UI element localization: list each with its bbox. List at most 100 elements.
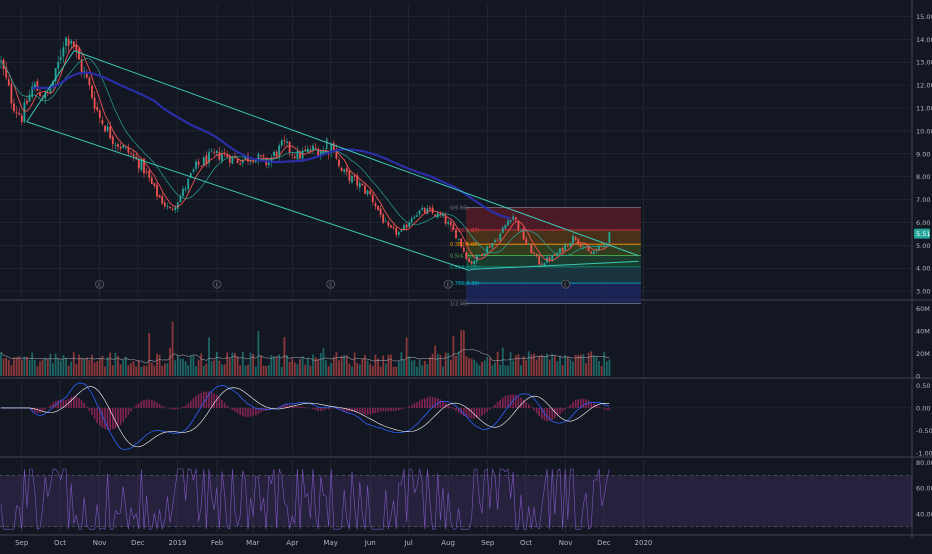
volume-bar [458, 352, 460, 376]
macd-histogram-bar [564, 408, 566, 409]
candle-body [276, 152, 278, 157]
candle-body [367, 191, 369, 195]
candle-body [380, 208, 382, 214]
candle-body [497, 241, 499, 242]
volume-y-tick-label: 40M [916, 328, 930, 336]
candle-body [369, 191, 371, 194]
macd-histogram-bar [518, 396, 520, 408]
candle-body [63, 47, 65, 56]
volume-bar [297, 364, 299, 376]
volume-bar [336, 352, 338, 376]
macd-histogram-bar [187, 403, 189, 408]
candle-body [351, 176, 353, 182]
volume-bar [195, 366, 197, 376]
macd-histogram-bar [393, 408, 395, 411]
candle-body [567, 246, 569, 247]
macd-histogram-bar [224, 403, 226, 408]
rsi-panel[interactable] [0, 469, 912, 529]
candle-body [382, 214, 384, 222]
x-tick-label: Apr [286, 539, 298, 547]
candle-body [593, 251, 595, 254]
macd-histogram-bar [250, 408, 252, 416]
volume-bar [442, 367, 444, 376]
volume-bar [151, 363, 153, 376]
volume-bar [450, 360, 452, 376]
candle-body [414, 217, 416, 218]
candle-body [273, 152, 275, 156]
volume-bar [226, 352, 228, 376]
volume-bar [172, 322, 174, 376]
macd-histogram-bar [411, 405, 413, 408]
volume-bar [107, 357, 109, 376]
candle-body [531, 244, 533, 253]
candle-body [575, 237, 577, 240]
candle-body [99, 110, 101, 118]
candle-body [39, 93, 41, 96]
candle-body [146, 171, 148, 172]
volume-bar [18, 356, 20, 376]
volume-bar [453, 336, 455, 376]
macd-histogram-bar [362, 408, 364, 414]
candle-body [24, 103, 26, 122]
volume-y-tick-label: 0 [916, 373, 920, 381]
volume-bar [557, 361, 559, 376]
candle-body [385, 221, 387, 222]
macd-histogram-bar [156, 403, 158, 408]
macd-histogram-bar [122, 408, 124, 422]
x-tick-label: Oct [520, 539, 532, 547]
macd-histogram-bar [598, 406, 600, 408]
volume-bar [203, 366, 205, 376]
x-tick-label: 2019 [169, 539, 187, 547]
volume-bar [130, 363, 132, 376]
volume-bar [512, 361, 514, 376]
volume-bar [406, 337, 408, 376]
candle-body [167, 206, 169, 207]
macd-histogram-bar [317, 408, 319, 411]
macd-histogram-bar [367, 408, 369, 415]
volume-bar [518, 354, 520, 376]
volume-bar [291, 359, 293, 376]
volume-bar [255, 367, 257, 376]
candle-body [343, 169, 345, 171]
candle-body [533, 252, 535, 253]
candle-body [151, 178, 153, 184]
volume-bar [304, 365, 306, 376]
volume-bar [328, 366, 330, 376]
volume-bar [463, 330, 465, 376]
volume-bar [375, 355, 377, 376]
candle-body [213, 152, 215, 153]
macd-y-tick-label: 0.50 [916, 382, 930, 390]
earnings-marker-letter: E [215, 282, 218, 288]
candle-body [460, 238, 462, 246]
volume-bar [414, 360, 416, 376]
volume-bar [52, 363, 54, 376]
y-tick-label: 9.00 [916, 150, 930, 158]
macd-histogram-bar [528, 404, 530, 408]
macd-histogram-bar [546, 408, 548, 421]
volume-bar [146, 366, 148, 376]
volume-bar [473, 360, 475, 376]
candle-body [372, 195, 374, 202]
candle-body [346, 168, 348, 172]
macd-histogram-bar [531, 407, 533, 408]
macd-histogram-bar [577, 399, 579, 408]
volume-bar [211, 361, 213, 376]
candle-body [390, 225, 392, 227]
macd-histogram-bar [421, 399, 423, 408]
y-tick-label: 12.00 [916, 82, 932, 90]
candle-body [411, 218, 413, 222]
fib-level-label: 0.382(5.05) [450, 242, 479, 248]
x-tick-label: Sep [15, 539, 29, 547]
candle-body [96, 107, 98, 110]
macd-histogram-bar [104, 408, 106, 429]
volume-bar [42, 360, 44, 376]
volume-bar [281, 367, 283, 376]
candle-body [26, 101, 28, 104]
volume-bar [96, 361, 98, 376]
candle-body [68, 39, 70, 46]
candle-body [538, 256, 540, 265]
volume-bar [161, 366, 163, 376]
fib-level-label: 0(6.66) [450, 205, 468, 211]
